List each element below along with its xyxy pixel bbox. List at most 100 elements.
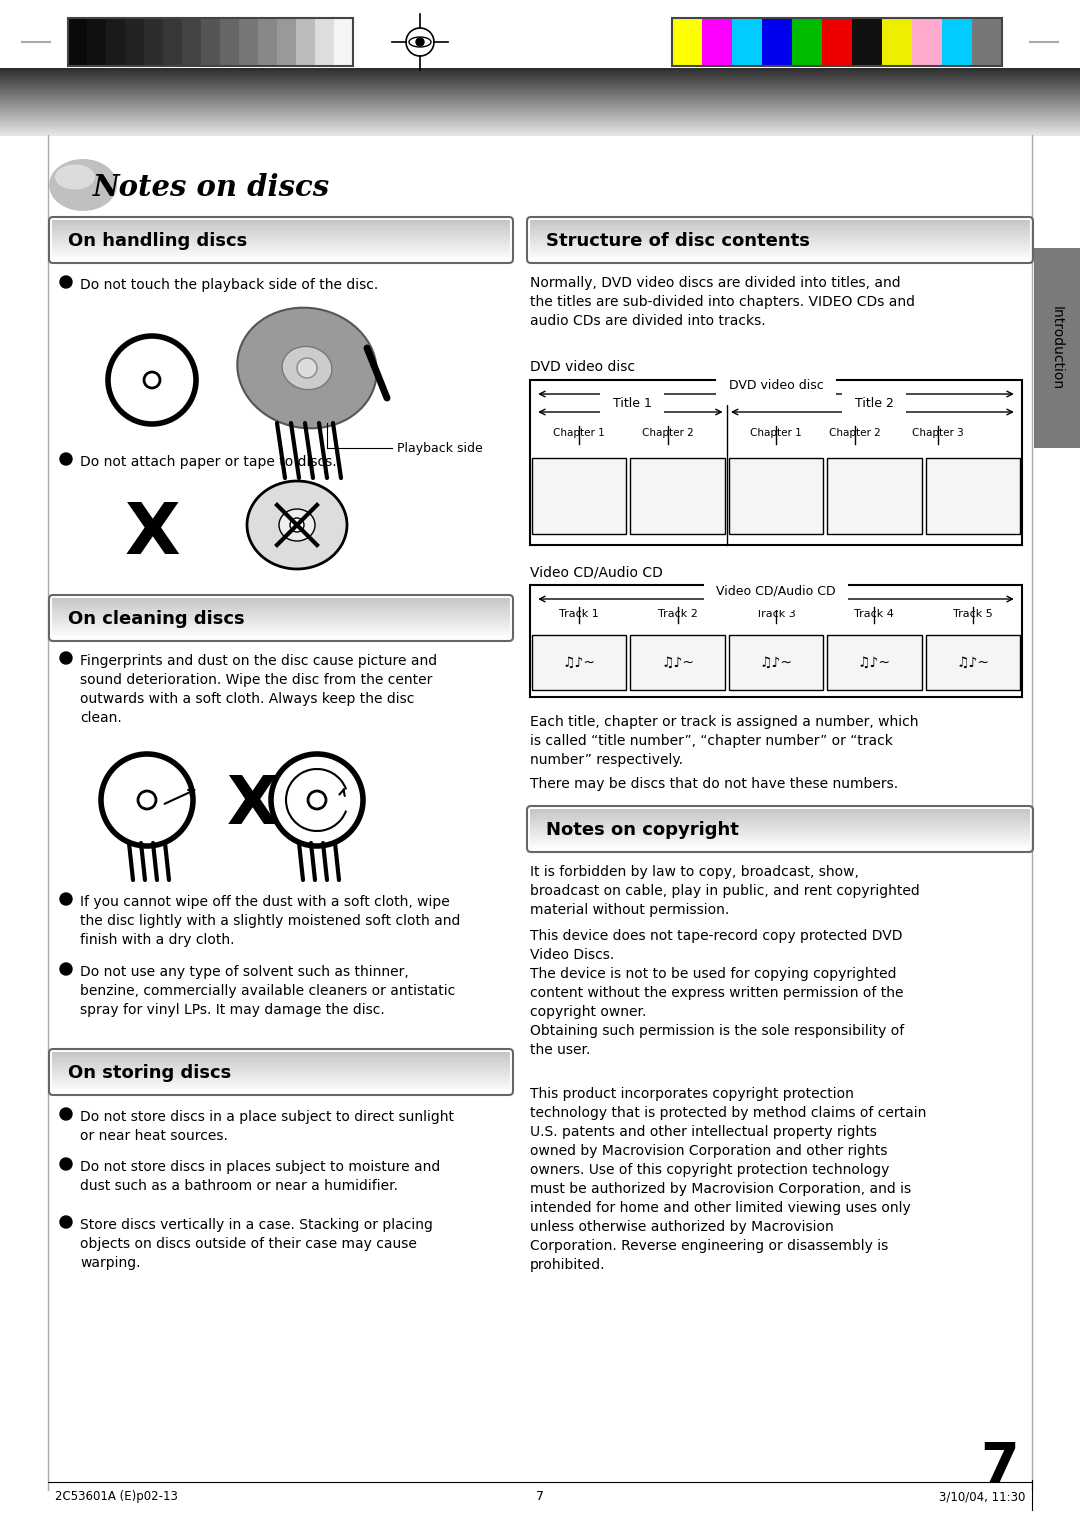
Bar <box>0 69 1080 70</box>
Bar <box>530 821 1030 822</box>
Text: Track 4: Track 4 <box>854 610 894 619</box>
Bar <box>52 630 510 631</box>
Bar <box>52 597 510 599</box>
Bar <box>926 458 1020 533</box>
Text: Chapter 3: Chapter 3 <box>913 428 964 439</box>
Bar <box>52 1057 510 1059</box>
Bar <box>52 599 510 601</box>
Bar <box>52 613 510 614</box>
Circle shape <box>60 652 72 665</box>
Text: This device does not tape-record copy protected DVD
Video Discs.
The device is n: This device does not tape-record copy pr… <box>530 929 904 1057</box>
Text: Store discs vertically in a case. Stacking or placing
objects on discs outside o: Store discs vertically in a case. Stacki… <box>80 1218 433 1270</box>
Bar <box>0 72 1080 73</box>
Bar <box>52 244 510 246</box>
Bar <box>52 229 510 231</box>
Text: Do not touch the playback side of the disc.: Do not touch the playback side of the di… <box>80 278 378 292</box>
Bar <box>52 251 510 252</box>
Bar <box>52 1073 510 1074</box>
Text: Video CD/Audio CD: Video CD/Audio CD <box>716 584 836 597</box>
Bar <box>0 130 1080 131</box>
Bar <box>52 249 510 251</box>
Bar <box>0 122 1080 125</box>
Bar <box>530 847 1030 848</box>
Bar <box>729 458 823 533</box>
Bar <box>530 232 1030 234</box>
Text: ♫♪~: ♫♪~ <box>759 656 793 669</box>
Text: Track 5: Track 5 <box>953 610 993 619</box>
Bar <box>52 1074 510 1076</box>
Bar <box>52 1091 510 1093</box>
Bar <box>530 833 1030 834</box>
Bar <box>52 633 510 634</box>
Bar <box>0 89 1080 90</box>
Circle shape <box>416 38 424 46</box>
Bar <box>530 585 1022 697</box>
Bar <box>827 458 921 533</box>
Bar <box>530 824 1030 825</box>
Bar <box>732 18 762 66</box>
Bar <box>52 1089 510 1091</box>
Text: ♫♪~: ♫♪~ <box>956 656 989 669</box>
Bar <box>52 1071 510 1073</box>
Bar <box>0 0 1080 72</box>
Text: Chapter 2: Chapter 2 <box>642 428 693 439</box>
Bar <box>530 813 1030 814</box>
Bar <box>52 235 510 237</box>
Bar <box>0 115 1080 116</box>
Text: Track 3: Track 3 <box>756 610 796 619</box>
Text: DVD video disc: DVD video disc <box>530 361 635 374</box>
Bar <box>0 124 1080 127</box>
Text: On handling discs: On handling discs <box>68 232 247 251</box>
Bar <box>52 1070 510 1071</box>
Bar <box>530 825 1030 827</box>
Bar <box>530 225 1030 226</box>
Text: ♫♪~: ♫♪~ <box>661 656 694 669</box>
Bar <box>0 134 1080 136</box>
Bar <box>0 99 1080 101</box>
Circle shape <box>60 892 72 905</box>
Bar <box>530 241 1030 243</box>
Bar <box>0 92 1080 95</box>
Text: DVD video disc: DVD video disc <box>729 379 823 393</box>
Bar <box>0 90 1080 92</box>
Circle shape <box>60 277 72 287</box>
Bar <box>87 18 106 66</box>
Text: There may be discs that do not have these numbers.: There may be discs that do not have thes… <box>530 778 899 792</box>
Bar <box>530 222 1030 223</box>
Bar <box>0 107 1080 110</box>
Bar <box>852 18 882 66</box>
Bar <box>52 252 510 254</box>
Bar <box>530 254 1030 255</box>
Bar <box>52 616 510 617</box>
Bar <box>52 1079 510 1080</box>
Bar <box>52 1068 510 1070</box>
Text: Do not store discs in a place subject to direct sunlight
or near heat sources.: Do not store discs in a place subject to… <box>80 1109 454 1143</box>
Text: Title 2: Title 2 <box>855 397 894 410</box>
Bar <box>530 258 1030 260</box>
Text: Notes on discs: Notes on discs <box>93 173 330 202</box>
Text: Introduction: Introduction <box>1050 306 1064 390</box>
Circle shape <box>291 518 303 532</box>
Text: 7: 7 <box>536 1490 544 1504</box>
Bar <box>68 18 353 66</box>
Bar <box>276 18 296 66</box>
Bar <box>52 617 510 619</box>
Bar <box>0 108 1080 112</box>
Bar <box>0 104 1080 105</box>
Bar <box>926 636 1020 691</box>
Bar <box>52 611 510 613</box>
Bar <box>52 1088 510 1089</box>
Bar <box>52 255 510 257</box>
Bar <box>530 836 1030 837</box>
Bar <box>1034 248 1080 448</box>
Bar <box>106 18 125 66</box>
Bar <box>530 223 1030 225</box>
Text: ♫♪~: ♫♪~ <box>858 656 891 669</box>
Bar <box>530 819 1030 821</box>
Bar <box>0 95 1080 98</box>
Text: Each title, chapter or track is assigned a number, which
is called “title number: Each title, chapter or track is assigned… <box>530 715 918 767</box>
Bar <box>52 623 510 625</box>
Bar <box>0 105 1080 107</box>
Bar <box>631 458 725 533</box>
Bar <box>315 18 334 66</box>
